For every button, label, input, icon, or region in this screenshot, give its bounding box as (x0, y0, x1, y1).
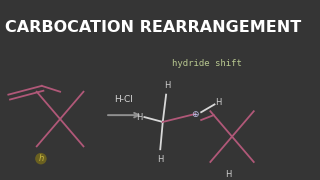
Text: H: H (136, 112, 143, 122)
Text: ⊕: ⊕ (191, 110, 198, 119)
Text: H: H (215, 98, 222, 107)
Text: H: H (226, 170, 232, 179)
Text: hydride shift: hydride shift (172, 59, 242, 68)
Text: h: h (38, 154, 44, 163)
Text: H: H (157, 155, 164, 164)
Text: H-Cl: H-Cl (114, 95, 133, 104)
Text: CARBOCATION REARRANGEMENT: CARBOCATION REARRANGEMENT (5, 20, 301, 35)
Text: H: H (164, 81, 170, 90)
